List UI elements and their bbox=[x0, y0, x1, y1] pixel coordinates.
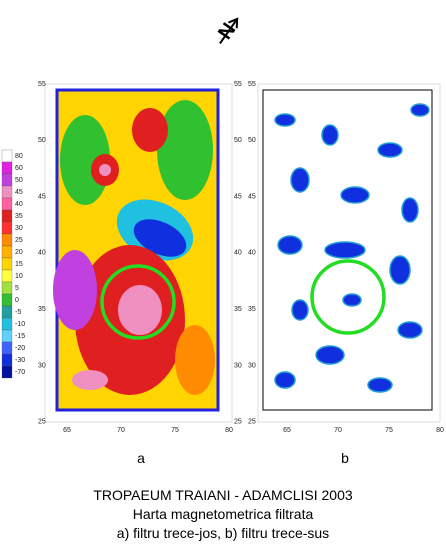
colorbar-swatch bbox=[1, 149, 13, 163]
colorbar-label: -15 bbox=[15, 333, 25, 340]
north-arrow: N bbox=[214, 17, 240, 45]
colorbar-swatch bbox=[1, 221, 13, 235]
y-tick-label: 40 bbox=[234, 250, 242, 257]
y-tick-label: 55 bbox=[38, 81, 46, 88]
y-tick-label: 55 bbox=[248, 81, 256, 88]
colorbar-label: 35 bbox=[15, 213, 23, 220]
y-tick-label: 40 bbox=[38, 250, 46, 257]
colorbar-label: -5 bbox=[15, 309, 21, 316]
y-tick-label: 50 bbox=[38, 137, 46, 144]
y-tick-label: 30 bbox=[38, 362, 46, 369]
y-tick-label: 45 bbox=[248, 193, 256, 200]
x-tick-label: 75 bbox=[385, 427, 393, 434]
y-tick-label: 35 bbox=[248, 306, 256, 313]
colorbar-label: 30 bbox=[15, 225, 23, 232]
colorbar-swatch bbox=[1, 365, 13, 379]
colorbar-label: -20 bbox=[15, 345, 25, 352]
colorbar-label: 20 bbox=[15, 249, 23, 256]
colorbar-swatch bbox=[1, 341, 13, 355]
colorbar-swatch bbox=[1, 329, 13, 343]
x-tick-label: 65 bbox=[283, 427, 291, 434]
x-tick-label: 65 bbox=[63, 427, 71, 434]
caption-line: TROPAEUM TRAIANI - ADAMCLISI 2003 bbox=[93, 487, 353, 503]
colorbar-label: 50 bbox=[15, 177, 23, 184]
y-tick-label: 30 bbox=[234, 362, 242, 369]
y-tick-label: 50 bbox=[234, 137, 242, 144]
colorbar-label: -10 bbox=[15, 321, 25, 328]
colorbar-label: 25 bbox=[15, 237, 23, 244]
colorbar-swatch bbox=[1, 197, 13, 211]
y-tick-label: 50 bbox=[248, 137, 256, 144]
colorbar: 806050454035302520151050-5-10-15-20-30-7… bbox=[1, 149, 25, 379]
colorbar-label: -30 bbox=[15, 357, 25, 364]
colorbar-swatch bbox=[1, 185, 13, 199]
y-tick-label: 35 bbox=[234, 306, 242, 313]
y-tick-label: 30 bbox=[248, 362, 256, 369]
colorbar-label: 5 bbox=[15, 285, 19, 292]
x-tick-label: 70 bbox=[334, 427, 342, 434]
colorbar-swatch bbox=[1, 173, 13, 187]
colorbar-label: 60 bbox=[15, 165, 23, 172]
colorbar-label: 40 bbox=[15, 201, 23, 208]
y-tick-label: 55 bbox=[234, 81, 242, 88]
colorbar-label: 15 bbox=[15, 261, 23, 268]
y-tick-label: 35 bbox=[38, 306, 46, 313]
panel-label: b bbox=[341, 450, 349, 466]
map-a bbox=[44, 83, 233, 423]
colorbar-swatch bbox=[1, 245, 13, 259]
colorbar-label: -70 bbox=[15, 369, 25, 376]
y-tick-label: 45 bbox=[234, 193, 242, 200]
colorbar-label: 45 bbox=[15, 189, 23, 196]
x-tick-label: 80 bbox=[225, 427, 233, 434]
y-tick-label: 45 bbox=[38, 193, 46, 200]
colorbar-swatch bbox=[1, 281, 13, 295]
map-b bbox=[257, 83, 441, 423]
x-tick-label: 80 bbox=[436, 427, 444, 434]
colorbar-swatch bbox=[1, 161, 13, 175]
colorbar-swatch bbox=[1, 305, 13, 319]
colorbar-swatch bbox=[1, 293, 13, 307]
y-tick-label: 25 bbox=[248, 419, 256, 426]
colorbar-label: 80 bbox=[15, 153, 23, 160]
colorbar-label: 10 bbox=[15, 273, 23, 280]
x-tick-label: 70 bbox=[117, 427, 125, 434]
colorbar-swatch bbox=[1, 269, 13, 283]
y-tick-label: 40 bbox=[248, 250, 256, 257]
caption-line: a) filtru trece-jos, b) filtru trece-sus bbox=[117, 525, 329, 541]
y-tick-label: 25 bbox=[38, 419, 46, 426]
colorbar-swatch bbox=[1, 353, 13, 367]
colorbar-swatch bbox=[1, 233, 13, 247]
colorbar-swatch bbox=[1, 209, 13, 223]
colorbar-swatch bbox=[1, 257, 13, 271]
x-tick-label: 75 bbox=[171, 427, 179, 434]
panel-label: a bbox=[137, 450, 145, 466]
colorbar-swatch bbox=[1, 317, 13, 331]
y-tick-label: 25 bbox=[234, 419, 242, 426]
caption-line: Harta magnetometrica filtrata bbox=[133, 506, 314, 522]
colorbar-label: 0 bbox=[15, 297, 19, 304]
